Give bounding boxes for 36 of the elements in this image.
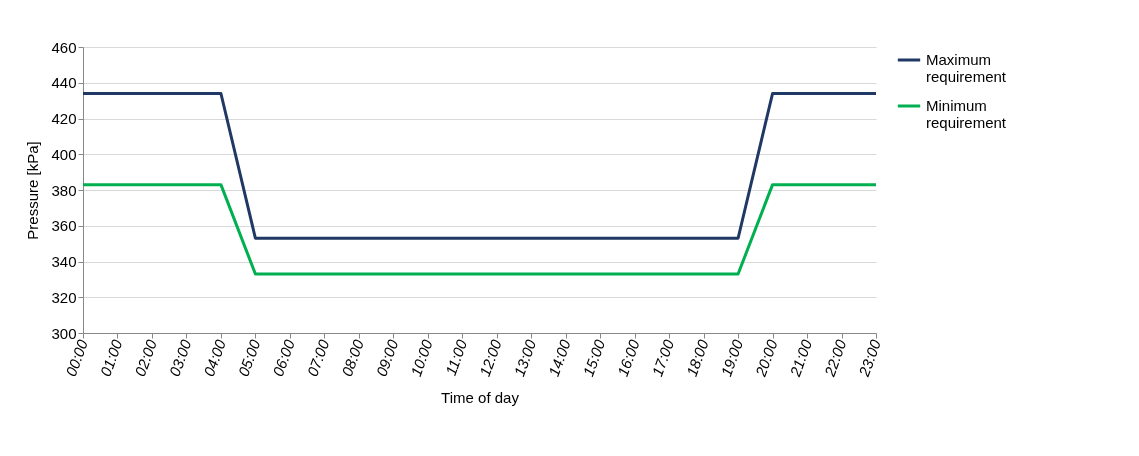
y-tick-label: 440 bbox=[51, 74, 77, 92]
legend-label: Minimum requirement bbox=[926, 97, 1007, 131]
x-tick-label: 15:00 bbox=[579, 336, 609, 379]
y-tick-label: 320 bbox=[51, 288, 77, 306]
y-tick-label: 340 bbox=[51, 253, 77, 270]
x-tick-label: 08:00 bbox=[338, 336, 368, 379]
x-tick-label: 07:00 bbox=[303, 336, 333, 379]
x-tick-label: 23:00 bbox=[854, 336, 885, 380]
x-tick-label: 06:00 bbox=[269, 336, 299, 379]
x-tick-label: 14:00 bbox=[544, 336, 574, 379]
x-tick-label: 09:00 bbox=[372, 336, 402, 379]
x-tick-label: 12:00 bbox=[475, 336, 505, 379]
x-tick-label: 21:00 bbox=[785, 336, 816, 380]
x-tick-label: 01:00 bbox=[96, 336, 126, 379]
x-tick-label: 11:00 bbox=[441, 336, 471, 378]
x-tick-label: 13:00 bbox=[510, 336, 540, 379]
y-tick-label: 460 bbox=[51, 38, 77, 56]
y-tick-label: 300 bbox=[51, 324, 77, 342]
legend-label: Maximum requirement bbox=[926, 51, 1007, 85]
y-tick-label: 380 bbox=[51, 181, 77, 199]
x-tick-label: 19:00 bbox=[717, 336, 747, 379]
x-tick-label: 17:00 bbox=[648, 336, 678, 379]
x-tick-label: 03:00 bbox=[165, 336, 195, 379]
x-axis-title: Time of day bbox=[441, 388, 520, 406]
y-tick-label: 420 bbox=[51, 110, 77, 127]
x-tick-label: 18:00 bbox=[682, 336, 712, 379]
x-tick-label: 16:00 bbox=[613, 336, 643, 379]
x-tick-label: 20:00 bbox=[751, 336, 781, 380]
y-tick-label: 360 bbox=[51, 217, 77, 235]
y-tick-label: 400 bbox=[51, 145, 77, 163]
x-tick-label: 05:00 bbox=[234, 336, 264, 379]
x-tick-label: 04:00 bbox=[200, 336, 230, 379]
x-tick-label: 02:00 bbox=[131, 336, 161, 379]
x-tick-label: 22:00 bbox=[820, 336, 850, 380]
x-tick-label: 10:00 bbox=[406, 336, 437, 379]
y-axis-title: Pressure [kPa] bbox=[24, 141, 42, 240]
